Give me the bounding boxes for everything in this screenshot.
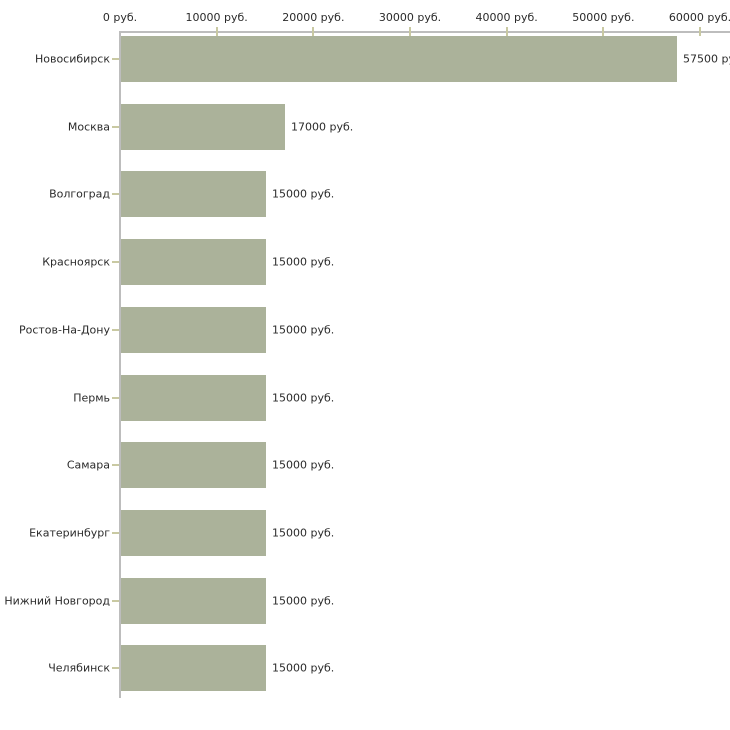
y-tick-mark (112, 600, 119, 602)
x-tick-mark (699, 27, 701, 36)
x-tick-label: 0 руб. (102, 11, 138, 24)
bar (121, 239, 266, 285)
value-label: 15000 руб. (272, 526, 335, 540)
y-tick-mark (112, 126, 119, 128)
y-tick-mark (112, 532, 119, 534)
value-label: 57500 руб. (683, 52, 730, 66)
category-label: Екатеринбург (29, 526, 110, 540)
category-label: Самара (66, 458, 110, 472)
y-axis-line (119, 31, 121, 698)
y-tick-mark (112, 193, 119, 195)
y-tick-mark (112, 329, 119, 331)
value-label: 15000 руб. (272, 661, 335, 675)
y-tick-mark (112, 261, 119, 263)
bar (121, 36, 677, 82)
bar (121, 307, 266, 353)
bar (121, 578, 266, 624)
category-label: Москва (67, 120, 110, 134)
x-tick-mark (216, 27, 218, 36)
value-label: 17000 руб. (291, 120, 354, 134)
y-tick-mark (112, 58, 119, 60)
category-label: Красноярск (42, 255, 110, 269)
value-label: 15000 руб. (272, 458, 335, 472)
bar (121, 510, 266, 556)
bar (121, 171, 266, 217)
x-tick-label: 30000 руб. (378, 11, 442, 24)
x-tick-label: 20000 руб. (282, 11, 345, 24)
x-tick-mark (312, 27, 314, 36)
x-tick-mark (602, 27, 604, 36)
category-label: Ростов-На-Дону (18, 323, 110, 337)
category-label: Челябинск (48, 661, 110, 675)
bar (121, 375, 266, 421)
y-tick-mark (112, 667, 119, 669)
value-label: 15000 руб. (272, 391, 335, 405)
category-label: Пермь (73, 391, 110, 405)
x-tick-label: 40000 руб. (475, 11, 538, 24)
bar (121, 645, 266, 691)
x-axis-line (120, 31, 730, 33)
y-tick-mark (112, 397, 119, 399)
x-tick-label: 10000 руб. (185, 11, 248, 24)
value-label: 15000 руб. (272, 594, 335, 608)
bar (121, 442, 266, 488)
x-tick-mark (409, 27, 411, 36)
y-tick-mark (112, 464, 119, 466)
value-label: 15000 руб. (272, 323, 335, 337)
value-label: 15000 руб. (272, 187, 335, 201)
category-label: Волгоград (49, 187, 110, 201)
value-label: 15000 руб. (272, 255, 335, 269)
x-tick-mark (506, 27, 508, 36)
category-label: Нижний Новгород (4, 594, 110, 608)
category-label: Новосибирск (34, 52, 110, 66)
x-tick-label: 60000 руб. (668, 11, 730, 24)
x-tick-label: 50000 руб. (572, 11, 635, 24)
bar (121, 104, 285, 150)
